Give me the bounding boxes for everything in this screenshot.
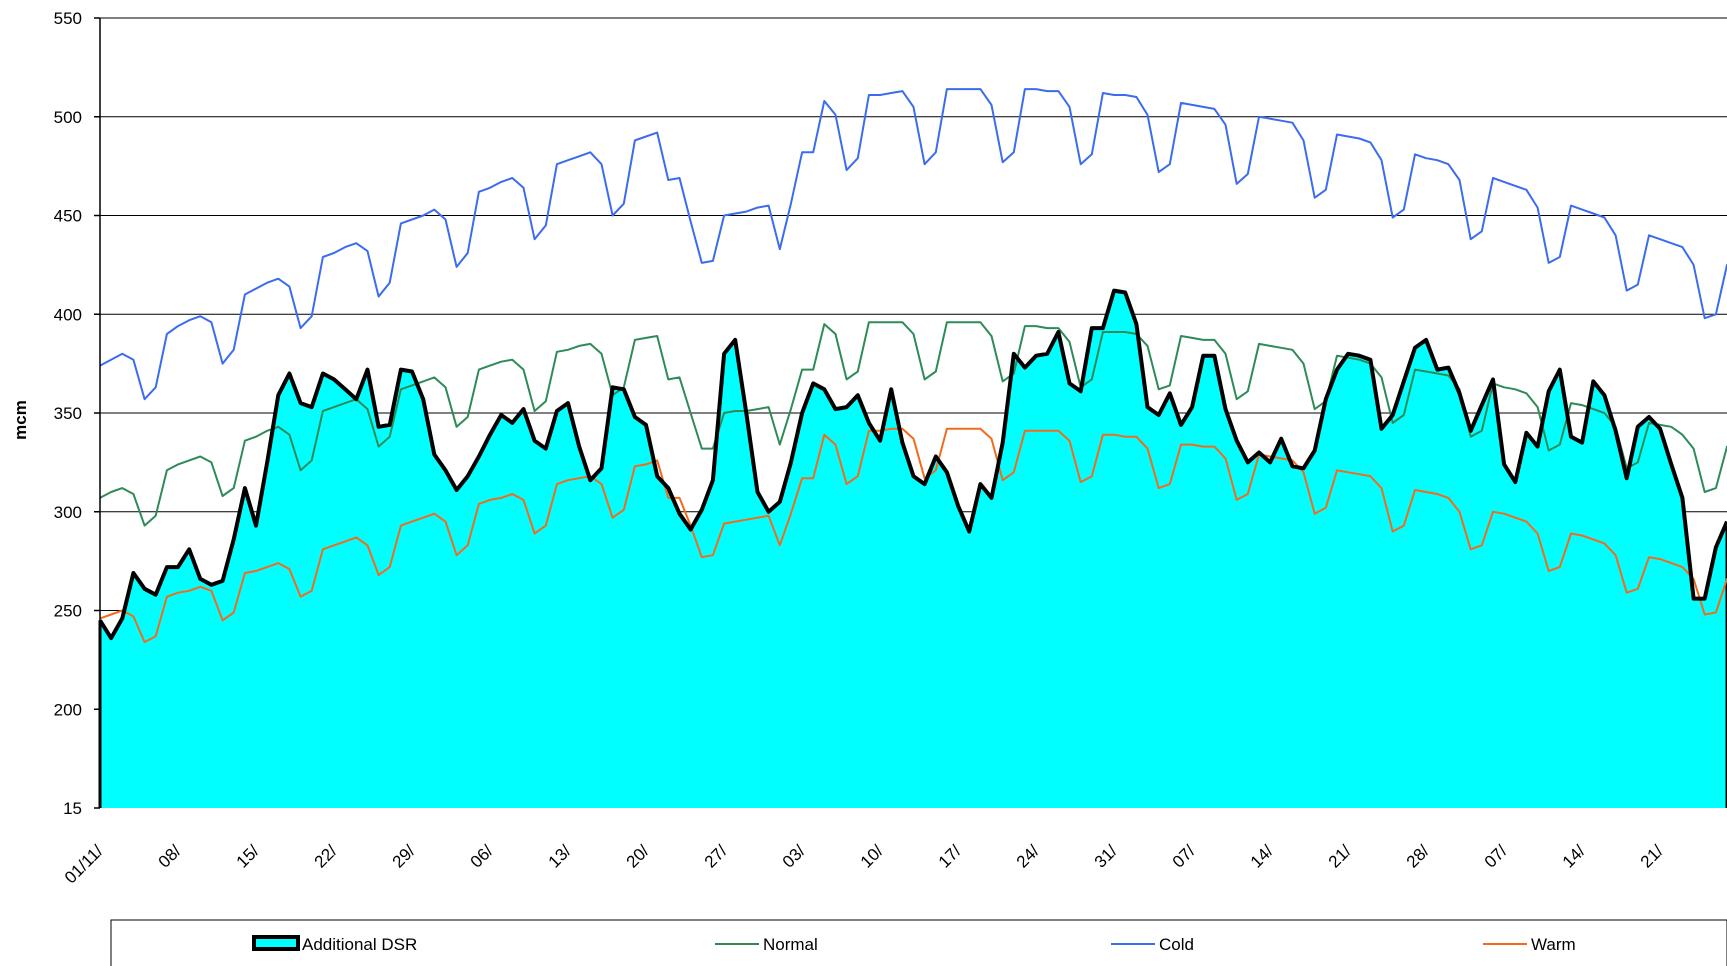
legend-label-normal: Normal [763, 935, 818, 954]
y-tick-label: 500 [54, 108, 82, 127]
axes [94, 17, 101, 809]
y-tick-label: 450 [54, 207, 82, 226]
y-tick-label: 350 [54, 404, 82, 423]
y-axis-label: mcm [11, 400, 30, 440]
legend-label-cold: Cold [1159, 935, 1194, 954]
series-line-additional-dsr [98, 288, 1727, 641]
series-line-warm [99, 427, 1727, 644]
y-tick-label: 400 [54, 305, 82, 324]
y-tick-label: 300 [54, 503, 82, 522]
y-tick-label: 15 [63, 799, 82, 818]
series-line-cold [99, 88, 1727, 401]
lines-layer [98, 88, 1727, 644]
legend-label-warm: Warm [1531, 935, 1576, 954]
legend-box [110, 919, 1727, 966]
y-tick-labels: 15 200 250 300 350 400 450 500 550 [54, 9, 82, 818]
y-tick-label: 200 [54, 700, 82, 719]
y-tick-label: 550 [54, 9, 82, 28]
legend-swatch-additional-dsr [252, 935, 300, 951]
legend-label-additional-dsr: Additional DSR [302, 935, 417, 954]
y-tick-label: 250 [54, 602, 82, 621]
legend: Additional DSR Normal Cold Warm [110, 919, 1727, 966]
